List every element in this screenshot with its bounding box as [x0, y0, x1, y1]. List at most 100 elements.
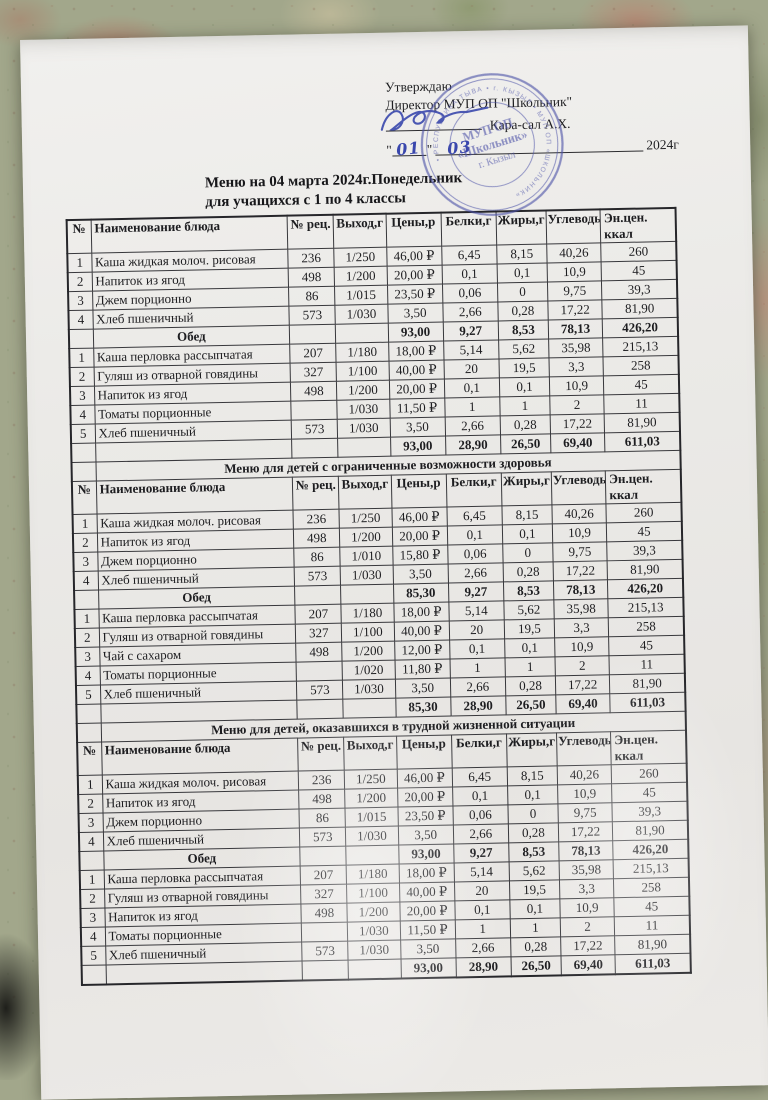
- menu-cell: 0,28: [500, 414, 551, 435]
- menu-cell: 10,9: [552, 522, 607, 543]
- menu-cell: 2: [78, 794, 103, 814]
- subtotal-value: 93,00: [387, 322, 444, 343]
- menu-cell: 0,28: [497, 300, 549, 321]
- menu-cell: 10,9: [547, 261, 602, 282]
- menu-cell: 6,45: [446, 505, 503, 527]
- column-header: Выход,г: [333, 213, 387, 249]
- menu-cell: 40,00 ₽: [399, 881, 455, 903]
- menu-cell: 9,75: [552, 541, 608, 562]
- menu-cell: 3: [68, 291, 93, 311]
- menu-cell: 1/200: [342, 641, 395, 662]
- menu-cell: 17,22: [560, 935, 616, 956]
- menu-cell: 1/100: [346, 883, 400, 904]
- menu-cell: 5,14: [443, 339, 499, 361]
- column-header: Жиры,г: [506, 732, 558, 767]
- document-paper: Утверждаю Директор МУП ОП "Школьник" Кар…: [20, 25, 768, 1100]
- menu-cell: 1: [67, 253, 92, 273]
- menu-cell: 236: [293, 509, 340, 530]
- total-value: 28,90: [455, 956, 512, 978]
- menu-cell: 1/250: [344, 769, 398, 790]
- menu-cell: 39,3: [601, 279, 678, 300]
- column-header: Углеводы: [546, 209, 601, 244]
- menu-cell: 1: [449, 657, 506, 678]
- total-value: 26,50: [505, 694, 557, 715]
- menu-cell: 1/030: [337, 399, 390, 420]
- subtotal-value: 85,30: [393, 583, 449, 604]
- menu-cell: 45: [601, 260, 677, 281]
- column-header: Углеводы: [551, 470, 607, 505]
- menu-cell: 2,66: [444, 415, 501, 437]
- menu-cell: 6,45: [441, 244, 497, 266]
- total-value: 85,30: [395, 696, 451, 718]
- menu-cell: 0: [497, 281, 548, 302]
- menu-cell: 5: [70, 424, 96, 444]
- menu-cell: 81,90: [604, 412, 680, 433]
- menu-cell: 1/250: [334, 247, 387, 268]
- column-header: Эн.цен. ккал: [605, 469, 682, 504]
- menu-cell: 1: [499, 395, 551, 416]
- menu-cell: 5,14: [448, 600, 505, 622]
- menu-cell: 573: [291, 419, 338, 440]
- total-value: 93,00: [390, 436, 446, 457]
- menu-cell: 4: [75, 666, 101, 686]
- empty-cell: [81, 964, 107, 985]
- menu-cell: 11,50 ₽: [389, 398, 445, 419]
- empty-cell: [76, 723, 102, 743]
- empty-cell: [348, 959, 401, 980]
- menu-cell: 1: [444, 396, 501, 418]
- menu-cell: 3,3: [549, 356, 604, 377]
- total-value: 28,90: [445, 434, 501, 456]
- menu-cell: 10,9: [557, 783, 613, 804]
- menu-cell: 498: [301, 903, 348, 924]
- menu-cell: 236: [298, 770, 345, 791]
- menu-cell: 0,1: [441, 263, 498, 285]
- menu-cell: 35,98: [548, 337, 604, 358]
- column-header: № рец.: [287, 214, 335, 250]
- date-month-line: 03: [435, 135, 644, 158]
- menu-cell: 0,1: [454, 899, 511, 920]
- menu-cell: 1/030: [340, 565, 394, 586]
- menu-cell: 258: [603, 355, 679, 376]
- menu-cell: 0,1: [499, 376, 550, 397]
- menu-cell: 260: [611, 763, 688, 784]
- menu-cell: 40,00 ₽: [393, 621, 450, 642]
- menu-cell: 2: [72, 533, 98, 553]
- menu-cell: 573: [301, 941, 349, 962]
- menu-cell: 498: [295, 642, 343, 663]
- empty-cell: [335, 323, 389, 344]
- total-value: 26,50: [500, 433, 551, 454]
- total-value: 69,40: [555, 693, 611, 714]
- menu-cell: 8,15: [496, 243, 548, 264]
- column-header: Жиры,г: [495, 210, 547, 245]
- menu-cell: 46,00 ₽: [386, 246, 442, 267]
- menu-cell: 39,3: [612, 801, 688, 822]
- menu-cell: 5,62: [498, 338, 550, 359]
- menu-cell: 40,26: [546, 242, 602, 263]
- menu-cell: 0,1: [504, 637, 556, 658]
- total-value: 93,00: [400, 957, 457, 979]
- menu-cell: 207: [300, 865, 347, 886]
- empty-cell: [337, 437, 391, 458]
- menu-cell: 1/180: [336, 342, 389, 363]
- menu-cell: 3,50: [394, 677, 451, 699]
- menu-cell: 2: [67, 272, 93, 292]
- menu-cell: 3: [69, 386, 95, 406]
- menu-cell: 2: [69, 367, 95, 387]
- menu-cell: 1/180: [341, 603, 394, 624]
- menu-cell: 498: [293, 528, 341, 549]
- menu-cell: 23,50 ₽: [387, 284, 443, 305]
- menu-cell: 11,80 ₽: [394, 659, 451, 680]
- signatory-name: Кара-сал А.Х.: [489, 115, 571, 133]
- menu-cell: 3,50: [397, 824, 454, 846]
- menu-cell: 498: [298, 789, 346, 810]
- menu-cell: 18,00 ₽: [398, 862, 455, 884]
- menu-cell: 0,28: [505, 675, 556, 696]
- menu-cell: 327: [300, 884, 348, 905]
- column-header: Жиры,г: [501, 471, 552, 506]
- empty-cell: [294, 585, 342, 606]
- menu-cell: 1: [510, 917, 561, 938]
- subtotal-value: 78,13: [548, 318, 603, 339]
- menu-cell: 260: [606, 502, 682, 523]
- menu-cell: 0,28: [510, 936, 562, 957]
- subtotal-value: 426,20: [602, 317, 679, 338]
